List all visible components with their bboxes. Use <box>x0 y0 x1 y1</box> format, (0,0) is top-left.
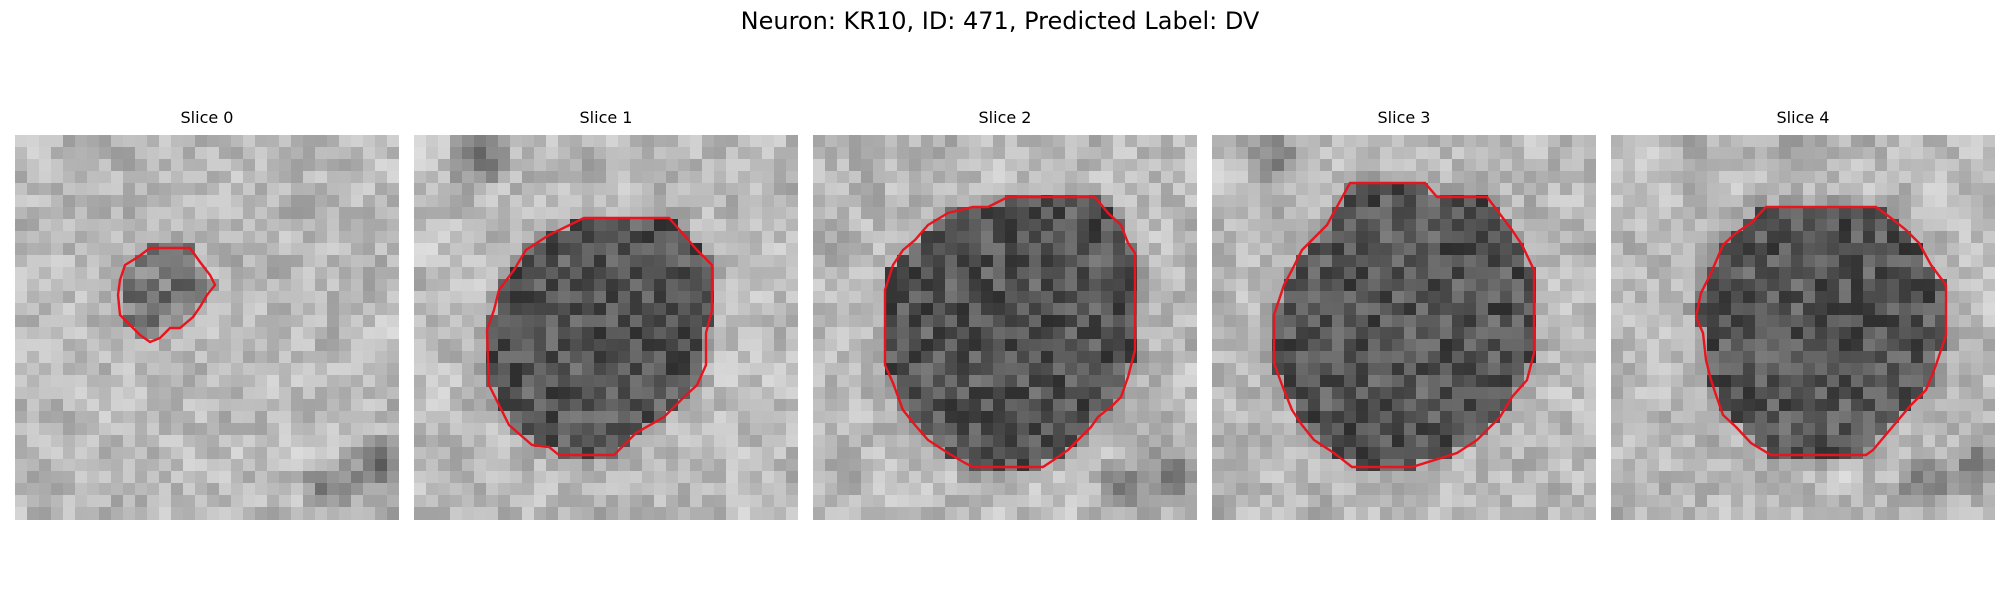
slice-panel-2: Slice 2 <box>813 108 1197 520</box>
slice-title-4: Slice 4 <box>1776 108 1830 127</box>
slice-title-1: Slice 1 <box>579 108 633 127</box>
slice-image-0 <box>15 135 399 520</box>
slice-panel-1: Slice 1 <box>414 108 798 520</box>
slice-image-2 <box>813 135 1197 520</box>
roi-contour-4 <box>1694 205 1948 457</box>
roi-contour-2 <box>883 195 1137 469</box>
figure-title: Neuron: KR10, ID: 471, Predicted Label: … <box>740 7 1260 35</box>
slice-panel-3: Slice 3 <box>1212 108 1596 520</box>
slice-title-3: Slice 3 <box>1377 108 1431 127</box>
roi-contour-3 <box>1272 181 1536 469</box>
slice-panel-0: Slice 0 <box>15 108 399 520</box>
slice-title-0: Slice 0 <box>180 108 234 127</box>
slice-image-3 <box>1212 135 1596 520</box>
slice-title-2: Slice 2 <box>978 108 1032 127</box>
roi-contour-0 <box>116 246 217 344</box>
roi-contour-1 <box>485 216 714 457</box>
slice-image-1 <box>414 135 798 520</box>
slice-panel-4: Slice 4 <box>1611 108 1995 520</box>
slice-image-4 <box>1611 135 1995 520</box>
